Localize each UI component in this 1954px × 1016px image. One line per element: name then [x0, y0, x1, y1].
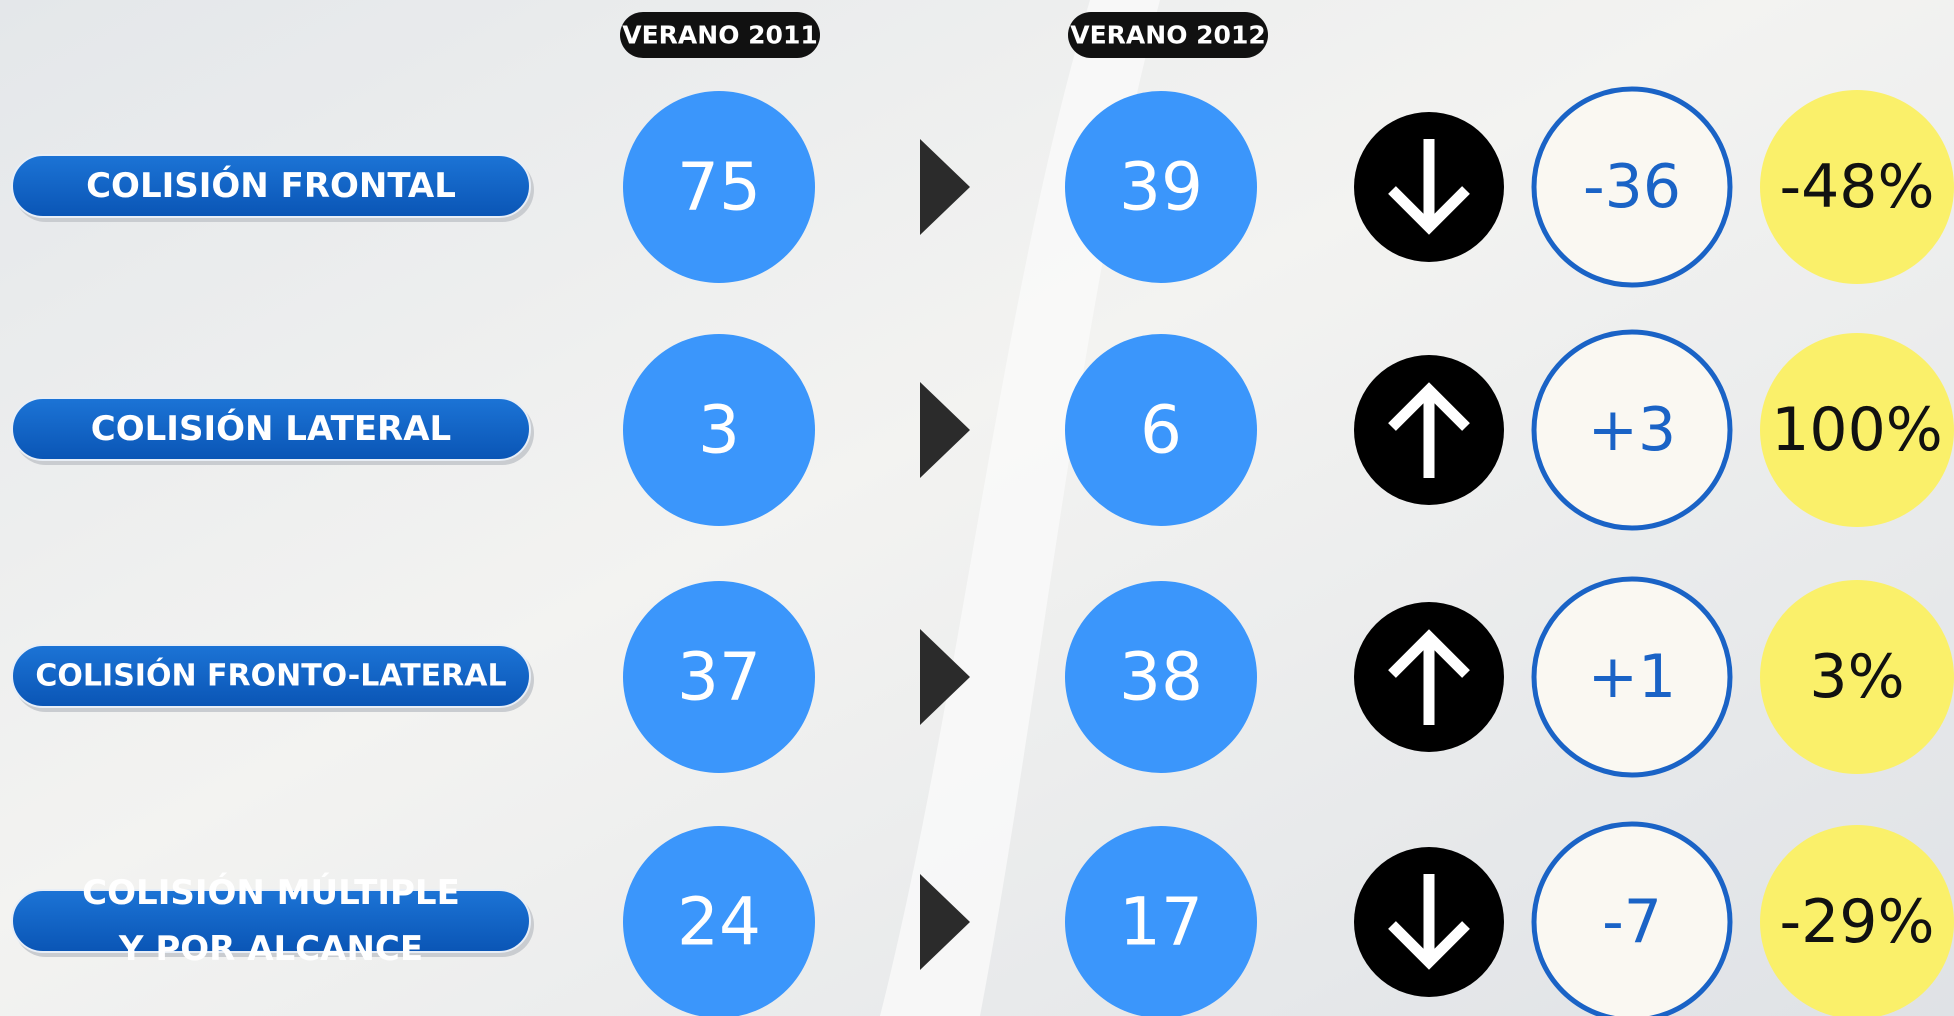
diff-value: -7: [1602, 887, 1662, 957]
infographic: VERANO 2011 VERANO 2012 COLISIÓN FRONTAL 7…: [0, 0, 1954, 1016]
value-2011: 75: [677, 149, 761, 226]
diff-value: +3: [1588, 395, 1676, 465]
header-label: VERANO 2012: [1070, 21, 1265, 50]
diff-value: -36: [1583, 152, 1681, 222]
row-label: COLISIÓN MÚLTIPLE: [82, 872, 460, 913]
row-label: COLISIÓN LATERAL: [91, 408, 451, 449]
row-label: Y POR ALCANCE: [118, 929, 423, 969]
pct-value: 3%: [1809, 642, 1904, 712]
pct-value: 100%: [1771, 395, 1943, 465]
value-2012: 6: [1140, 392, 1182, 469]
value-2012: 39: [1119, 149, 1203, 226]
value-2011: 3: [698, 392, 740, 469]
pct-value: -48%: [1779, 152, 1934, 222]
page: VERANO 2011 VERANO 2012 COLISIÓN FRONTAL 7…: [0, 0, 1954, 1016]
value-2011: 37: [677, 639, 761, 716]
value-2011: 24: [677, 884, 761, 961]
value-2012: 38: [1119, 639, 1203, 716]
pct-value: -29%: [1779, 887, 1934, 957]
row-label: COLISIÓN FRONTO-LATERAL: [35, 657, 506, 694]
diff-value: +1: [1588, 642, 1676, 712]
row-label: COLISIÓN FRONTAL: [86, 165, 456, 206]
value-2012: 17: [1119, 884, 1203, 961]
header-label: VERANO 2011: [622, 21, 817, 50]
